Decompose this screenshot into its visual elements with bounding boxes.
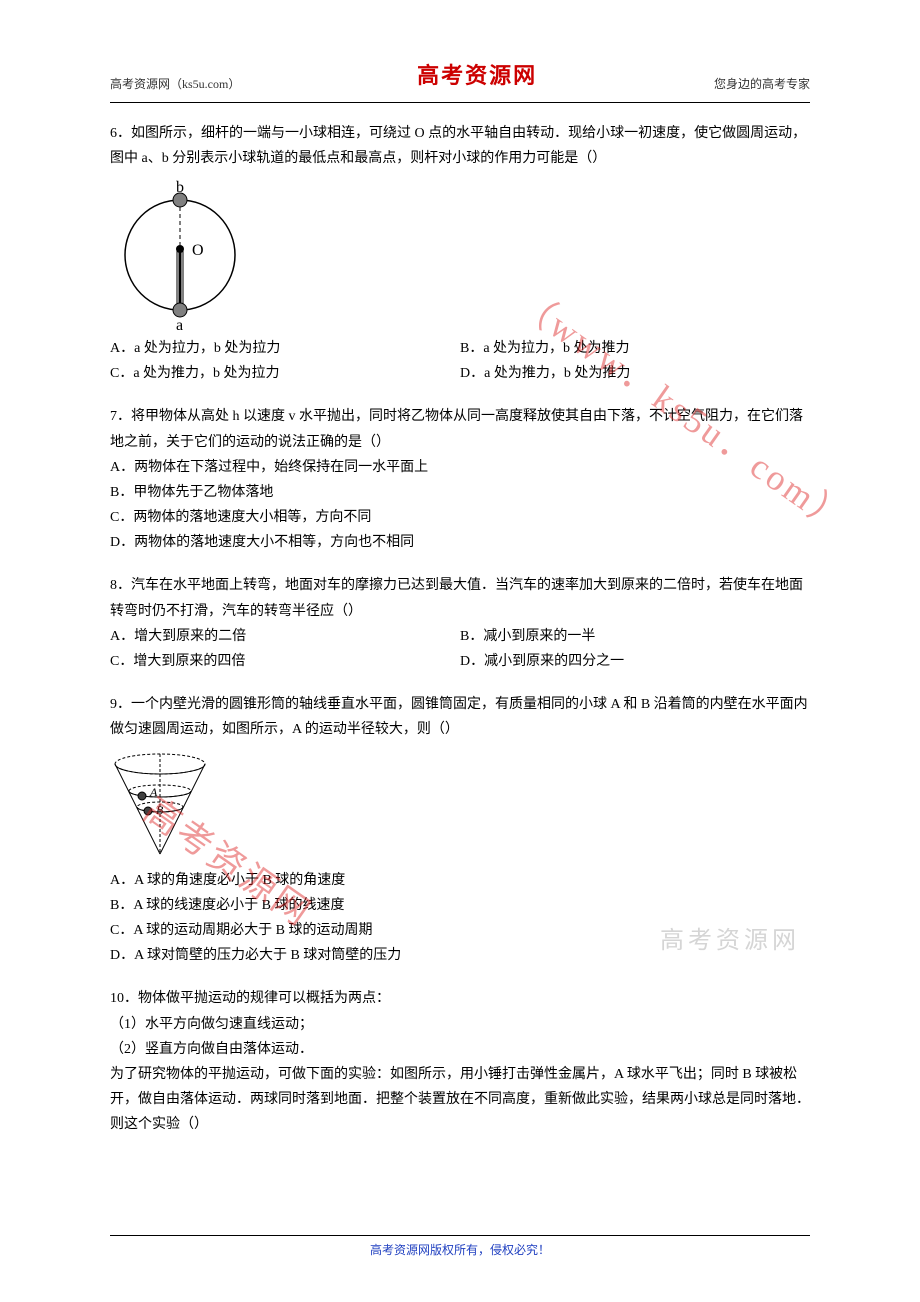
q7-opt-d: D．两物体的落地速度大小不相等，方向也不相同 <box>110 530 810 555</box>
q6-options-row2: C．a 处为推力，b 处为拉力 D．a 处为推力，b 处为推力 <box>110 361 810 386</box>
header-right: 您身边的高考专家 <box>714 74 810 96</box>
q6-opt-c: C．a 处为推力，b 处为拉力 <box>110 361 460 386</box>
q6-text: 6．如图所示，细杆的一端与一小球相连，可绕过 O 点的水平轴自由转动．现给小球一… <box>110 121 810 171</box>
q8-text: 8．汽车在水平地面上转弯，地面对车的摩擦力已达到最大值．当汽车的速率加大到原来的… <box>110 573 810 623</box>
q9-opt-d: D．A 球对筒壁的压力必大于 B 球对筒壁的压力 <box>110 943 810 968</box>
q8-opt-d: D．减小到原来的四分之一 <box>460 649 810 674</box>
q7-opt-a: A．两物体在下落过程中，始终保持在同一水平面上 <box>110 455 810 480</box>
q6-options-row1: A．a 处为拉力，b 处为拉力 B．a 处为拉力，b 处为推力 <box>110 336 810 361</box>
q7-opt-b: B．甲物体先于乙物体落地 <box>110 480 810 505</box>
q7-opt-c: C．两物体的落地速度大小相等，方向不同 <box>110 505 810 530</box>
question-8: 8．汽车在水平地面上转弯，地面对车的摩擦力已达到最大值．当汽车的速率加大到原来的… <box>110 573 810 674</box>
q6-opt-a: A．a 处为拉力，b 处为拉力 <box>110 336 460 361</box>
footer-rule <box>110 1235 810 1236</box>
q10-sub2: （2）竖直方向做自由落体运动． <box>110 1037 810 1062</box>
q8-opt-a: A．增大到原来的二倍 <box>110 624 460 649</box>
q10-text: 10．物体做平抛运动的规律可以概括为两点： <box>110 986 810 1011</box>
q9-diagram: A B <box>110 749 220 864</box>
svg-text:O: O <box>192 242 204 259</box>
header-center: 高考资源网 <box>417 56 537 96</box>
svg-text:b: b <box>176 179 184 196</box>
q10-body: 为了研究物体的平抛运动，可做下面的实验：如图所示，用小锤打击弹性金属片，A 球水… <box>110 1062 810 1138</box>
svg-text:B: B <box>156 803 164 817</box>
q6-opt-b: B．a 处为拉力，b 处为推力 <box>460 336 810 361</box>
page-header: 高考资源网（ks5u.com） 高考资源网 您身边的高考专家 <box>110 56 810 100</box>
q8-options-row2: C．增大到原来的四倍 D．减小到原来的四分之一 <box>110 649 810 674</box>
svg-text:A: A <box>149 785 158 799</box>
q9-opt-b: B．A 球的线速度必小于 B 球的线速度 <box>110 893 810 918</box>
q8-opt-b: B．减小到原来的一半 <box>460 624 810 649</box>
svg-text:a: a <box>176 317 183 332</box>
page-footer: 高考资源网版权所有，侵权必究！ <box>110 1219 810 1262</box>
q9-opt-c: C．A 球的运动周期必大于 B 球的运动周期 <box>110 918 810 943</box>
q9-opt-a: A．A 球的角速度必小于 B 球的角速度 <box>110 868 810 893</box>
q8-options-row1: A．增大到原来的二倍 B．减小到原来的一半 <box>110 624 810 649</box>
question-9: 9．一个内壁光滑的圆锥形筒的轴线垂直水平面，圆锥筒固定，有质量相同的小球 A 和… <box>110 692 810 968</box>
page-container: 高考资源网（ks5u.com） 高考资源网 您身边的高考专家 （www．ks5u… <box>0 0 920 1302</box>
q6-diagram: O b a <box>110 177 260 332</box>
q7-text: 7．将甲物体从高处 h 以速度 v 水平抛出，同时将乙物体从同一高度释放使其自由… <box>110 404 810 454</box>
q8-opt-c: C．增大到原来的四倍 <box>110 649 460 674</box>
question-10: 10．物体做平抛运动的规律可以概括为两点： （1）水平方向做匀速直线运动； （2… <box>110 986 810 1137</box>
q6-opt-d: D．a 处为推力，b 处为推力 <box>460 361 810 386</box>
header-left: 高考资源网（ks5u.com） <box>110 74 240 96</box>
header-rule <box>110 102 810 103</box>
question-6: 6．如图所示，细杆的一端与一小球相连，可绕过 O 点的水平轴自由转动．现给小球一… <box>110 121 810 387</box>
q9-text: 9．一个内壁光滑的圆锥形筒的轴线垂直水平面，圆锥筒固定，有质量相同的小球 A 和… <box>110 692 810 742</box>
footer-text: 高考资源网版权所有，侵权必究！ <box>370 1243 550 1257</box>
question-7: 7．将甲物体从高处 h 以速度 v 水平抛出，同时将乙物体从同一高度释放使其自由… <box>110 404 810 555</box>
q10-sub1: （1）水平方向做匀速直线运动； <box>110 1012 810 1037</box>
